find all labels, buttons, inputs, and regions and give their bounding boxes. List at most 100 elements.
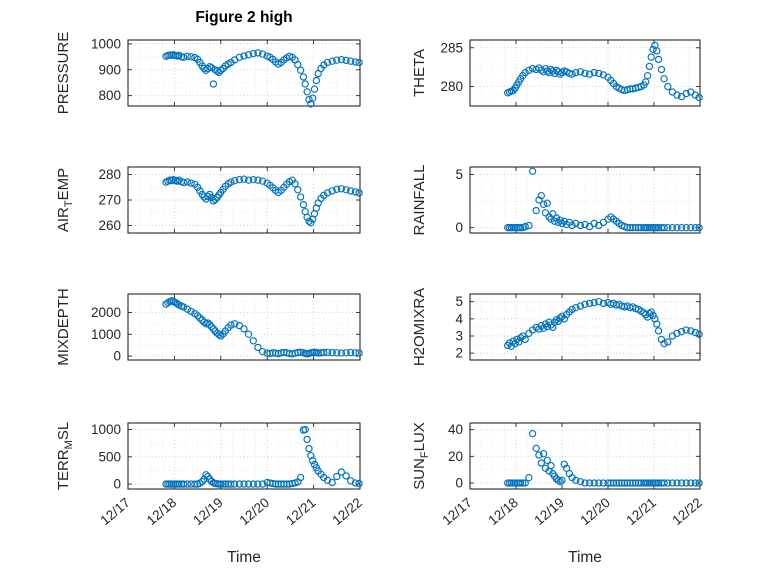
svg-text:12/18: 12/18 — [485, 495, 521, 528]
svg-text:40: 40 — [448, 422, 463, 437]
svg-text:900: 900 — [98, 62, 121, 77]
svg-text:280: 280 — [98, 167, 121, 182]
axes-box — [127, 422, 361, 490]
subplot-terr-msl: 0 500 1000 TERRMSL 12/17 12/18 12/19 12/20 12/21… — [55, 422, 365, 566]
svg-text:12/20: 12/20 — [237, 495, 273, 528]
x-tick-labels: 12/17 12/18 12/19 12/20 12/21 12/22 — [439, 495, 705, 528]
svg-text:20: 20 — [448, 449, 463, 464]
y-tick-labels: 800 900 1000 — [91, 36, 121, 103]
svg-text:0: 0 — [455, 220, 463, 235]
axes-box — [469, 166, 701, 234]
data-points — [504, 298, 703, 350]
y-tick-labels: 280 285 — [440, 40, 463, 94]
svg-text:260: 260 — [98, 218, 121, 233]
y-tick-labels: 0 500 1000 — [91, 422, 121, 492]
subplot-pressure: 800 900 1000 PRESSURE — [55, 32, 363, 115]
data-points — [162, 425, 363, 488]
x-axis-label: Time — [568, 549, 602, 566]
svg-text:0: 0 — [113, 349, 121, 364]
svg-text:0: 0 — [455, 476, 463, 491]
svg-text:800: 800 — [98, 88, 121, 103]
svg-text:2: 2 — [455, 346, 463, 361]
svg-text:12/19: 12/19 — [531, 495, 567, 528]
tick-marks — [469, 40, 701, 106]
y-axis-label-mixdepth: MIXDEPTH — [55, 288, 72, 366]
svg-text:12/20: 12/20 — [577, 495, 613, 528]
svg-text:12/22: 12/22 — [669, 495, 705, 528]
grid-major — [128, 423, 360, 489]
y-tick-labels: 260 270 280 — [98, 167, 121, 233]
svg-text:1000: 1000 — [91, 327, 121, 342]
svg-text:12/21: 12/21 — [283, 495, 319, 528]
x-tick-labels: 12/17 12/18 12/19 12/20 12/21 12/22 — [97, 495, 365, 528]
y-tick-labels: 2 3 4 5 — [455, 294, 463, 360]
grid-major — [470, 294, 700, 360]
svg-text:12/21: 12/21 — [623, 495, 659, 528]
y-tick-labels: 05 — [455, 167, 463, 235]
axes-box — [127, 293, 361, 361]
subplot-air-temp: 260 270 280 AIRTEMP — [55, 166, 363, 234]
grid-minor — [470, 294, 700, 360]
data-points — [504, 430, 703, 487]
svg-text:4: 4 — [455, 311, 463, 326]
svg-text:12/17: 12/17 — [97, 495, 133, 528]
svg-text:5: 5 — [455, 167, 463, 182]
y-axis-label-theta: THETA — [411, 49, 428, 97]
data-points — [162, 49, 363, 108]
svg-text:1000: 1000 — [91, 422, 121, 437]
svg-text:3: 3 — [455, 329, 463, 344]
grid-minor — [128, 423, 360, 489]
tick-marks — [127, 167, 361, 233]
grid-minor — [470, 40, 700, 107]
svg-text:270: 270 — [98, 193, 121, 208]
svg-text:1000: 1000 — [91, 36, 121, 51]
data-points — [504, 41, 703, 102]
grid-major — [128, 40, 360, 106]
data-points — [162, 297, 363, 358]
svg-text:12/22: 12/22 — [329, 495, 365, 528]
grid-minor — [128, 167, 360, 233]
subplot-theta: 280 285 THETA — [411, 39, 703, 107]
y-tick-labels: 0 20 40 — [448, 422, 463, 490]
svg-text:285: 285 — [440, 40, 463, 55]
svg-text:500: 500 — [98, 449, 121, 464]
svg-text:12/18: 12/18 — [144, 495, 180, 528]
subplot-mixdepth: 0 1000 2000 MIXDEPTH — [55, 288, 363, 366]
data-points — [162, 175, 363, 227]
y-axis-label-air-temp: AIRTEMP — [55, 168, 75, 232]
axes-box — [469, 293, 701, 361]
svg-text:280: 280 — [440, 79, 463, 94]
grid-minor — [470, 423, 700, 489]
y-axis-label-terr-msl: TERRMSL — [55, 422, 75, 490]
svg-text:12/19: 12/19 — [190, 495, 226, 528]
svg-text:2000: 2000 — [91, 305, 121, 320]
svg-text:0: 0 — [113, 477, 121, 492]
x-axis-label: Time — [227, 549, 261, 566]
grid-major — [470, 423, 700, 489]
axes-box — [469, 39, 701, 107]
y-axis-label-pressure: PRESSURE — [55, 32, 72, 115]
tick-marks — [127, 40, 361, 106]
tick-marks — [469, 167, 701, 233]
grid-major — [128, 167, 360, 233]
axes-box — [127, 39, 361, 107]
svg-text:12/17: 12/17 — [439, 495, 475, 528]
grid-major — [470, 167, 700, 233]
tick-marks — [127, 294, 361, 360]
subplot-h2omixra: 2 3 4 5 H2OMIXRA — [411, 288, 703, 366]
y-axis-label-rainfall: RAINFALL — [411, 165, 428, 236]
grid-major — [470, 40, 700, 106]
grid-minor — [470, 167, 700, 233]
y-tick-labels: 0 1000 2000 — [91, 305, 121, 364]
grid-minor — [128, 40, 360, 106]
data-points — [504, 167, 703, 232]
figure-title: Figure 2 high — [195, 9, 293, 26]
tick-marks — [469, 294, 701, 360]
y-axis-label-h2omixra: H2OMIXRA — [411, 288, 428, 366]
y-axis-label-sun-flux: SUNFLUX — [411, 422, 431, 490]
svg-text:5: 5 — [455, 294, 463, 309]
